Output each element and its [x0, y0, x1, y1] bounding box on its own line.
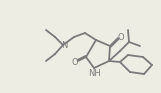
Text: O: O [118, 32, 124, 41]
Text: N: N [61, 40, 67, 49]
Text: O: O [72, 58, 78, 67]
Text: NH: NH [89, 69, 101, 77]
